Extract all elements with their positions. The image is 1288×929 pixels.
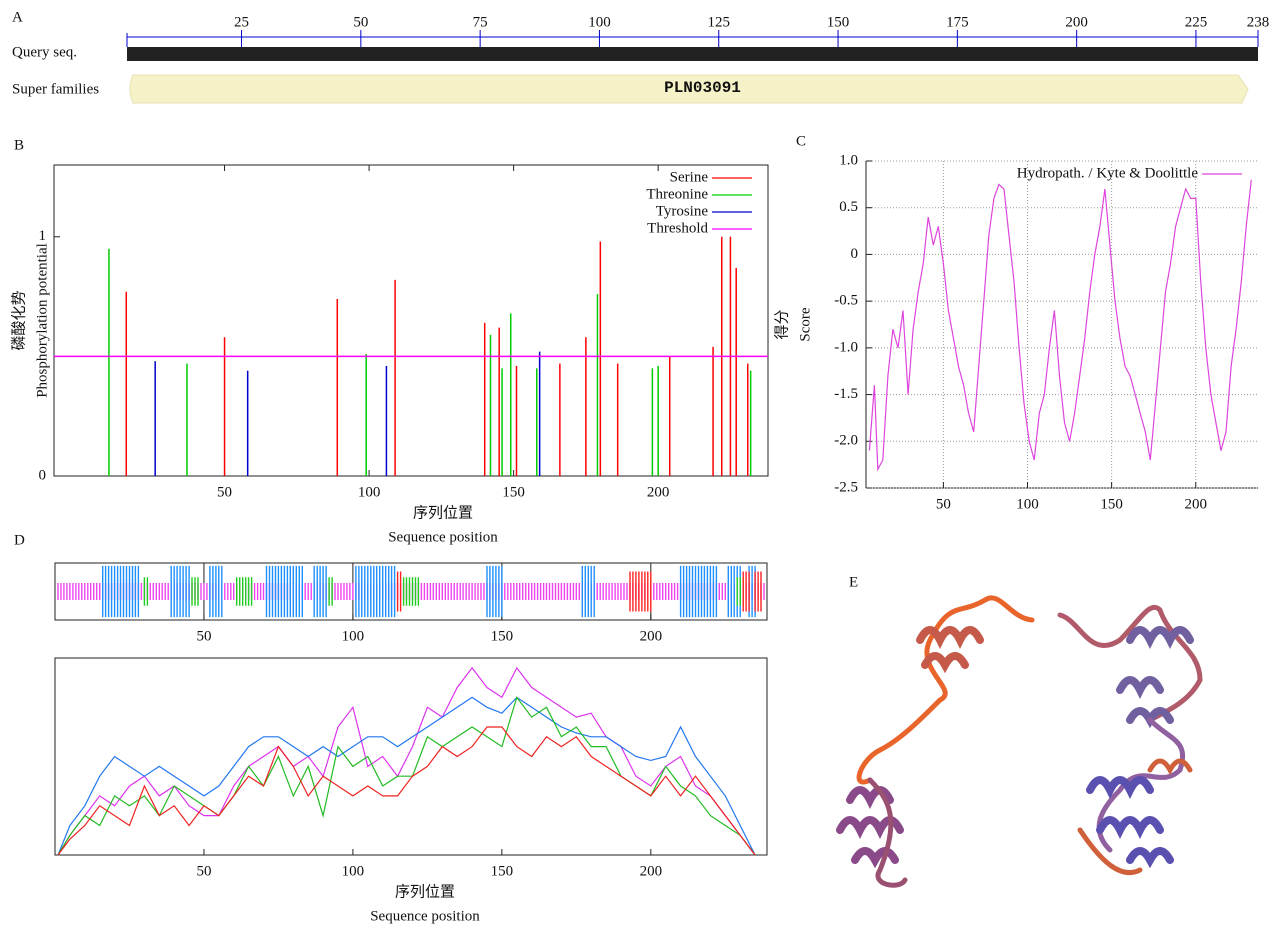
x-axis-label: 序列位置 (395, 883, 455, 900)
legend-label: Tyrosine (656, 203, 709, 219)
x-tick-label: 100 (1016, 496, 1039, 512)
structure-segment (58, 583, 764, 600)
x-tick-label: 100 (588, 14, 611, 30)
structure-segment (210, 566, 222, 617)
y-tick-label: 1 (39, 228, 47, 244)
x-tick-label: 200 (640, 628, 663, 644)
x-tick-label: 175 (946, 14, 969, 30)
y-axis-label: 磷酸化势 (10, 290, 27, 350)
x-tick-label: 50 (217, 484, 232, 500)
y-tick-label: 0 (851, 246, 859, 262)
x-tick-label: 100 (342, 628, 365, 644)
x-tick-label: 150 (502, 484, 525, 500)
protein-structure (840, 598, 1200, 885)
structure-segment (192, 577, 198, 606)
x-axis-label: 序列位置 (413, 504, 473, 521)
structure-segment (237, 577, 252, 606)
legend-label: Threshold (647, 220, 708, 236)
structure-segment (728, 566, 740, 617)
x-tick-label: 125 (707, 14, 730, 30)
structure-segment (171, 566, 189, 617)
structure-segment (329, 577, 332, 606)
domain-label: PLN03091 (664, 79, 741, 97)
x-tick-label: 75 (473, 14, 488, 30)
structure-segment (582, 566, 594, 617)
legend-label: Serine (670, 169, 709, 185)
structure-segment (356, 566, 395, 617)
x-tick-label: 50 (936, 496, 951, 512)
structure-segment (743, 572, 749, 612)
structure-segment (681, 566, 717, 617)
track-label: Query seq. (12, 44, 77, 60)
structure-segment (755, 572, 761, 612)
panel-letter: D (14, 532, 25, 548)
legend-label: Threonine (646, 186, 708, 202)
x-tick-label: 200 (647, 484, 670, 500)
panel-letter: C (796, 133, 806, 149)
panel-letter: E (849, 574, 858, 590)
x-axis-label: Sequence position (370, 908, 480, 924)
x-tick-label: 150 (827, 14, 850, 30)
x-tick-label: 200 (1185, 496, 1208, 512)
track-label: Super families (12, 81, 99, 97)
structure-segment (314, 566, 326, 617)
plot-frame (55, 658, 767, 855)
y-tick-label: -1.0 (834, 339, 858, 355)
x-tick-label: 50 (196, 863, 211, 879)
data-line (869, 180, 1251, 470)
y-tick-label: 0 (39, 467, 47, 483)
y-axis-label: Phosphorylation potential (34, 243, 50, 398)
legend-label: Hydropath. / Kyte & Doolittle (1017, 165, 1199, 181)
panel-letter: A (12, 9, 23, 25)
x-tick-label: 50 (353, 14, 368, 30)
x-tick-label: 25 (234, 14, 249, 30)
structure-segment (487, 566, 502, 617)
x-tick-label: 50 (196, 628, 211, 644)
y-tick-label: 0.5 (839, 199, 858, 215)
x-tick-label: 150 (1100, 496, 1123, 512)
x-tick-label: 200 (640, 863, 663, 879)
structure-segment (749, 566, 755, 617)
data-line (58, 668, 755, 855)
query-sequence (127, 47, 1258, 61)
x-tick-label: 225 (1185, 14, 1208, 30)
y-tick-label: -2.0 (834, 433, 858, 449)
x-tick-label: 238 (1247, 14, 1270, 30)
figure: E A255075100125150175200225238Query seq.… (0, 0, 1288, 929)
structure-segment (103, 566, 139, 617)
structure-segment (144, 577, 147, 606)
x-tick-label: 150 (491, 628, 514, 644)
data-line (58, 697, 755, 855)
structure-segment (737, 577, 743, 606)
x-tick-label: 150 (491, 863, 514, 879)
y-axis-label: 得分 (773, 309, 790, 339)
y-tick-label: -2.5 (834, 479, 858, 495)
y-tick-label: 1.0 (839, 152, 858, 168)
y-axis-label: Score (797, 307, 813, 341)
y-tick-label: -0.5 (834, 293, 858, 309)
y-tick-label: -1.5 (834, 386, 858, 402)
structure-segment (398, 572, 401, 612)
structure-segment (267, 566, 303, 617)
x-axis-label: Sequence position (388, 529, 498, 545)
data-line (58, 727, 755, 855)
panel-letter: B (14, 137, 24, 153)
page: {"chart_data": [ {"panel": "A", "type": … (0, 0, 1288, 929)
structure-segment (630, 572, 651, 612)
x-tick-label: 100 (342, 863, 365, 879)
x-tick-label: 200 (1065, 14, 1088, 30)
x-tick-label: 100 (358, 484, 381, 500)
structure-segment (404, 577, 419, 606)
